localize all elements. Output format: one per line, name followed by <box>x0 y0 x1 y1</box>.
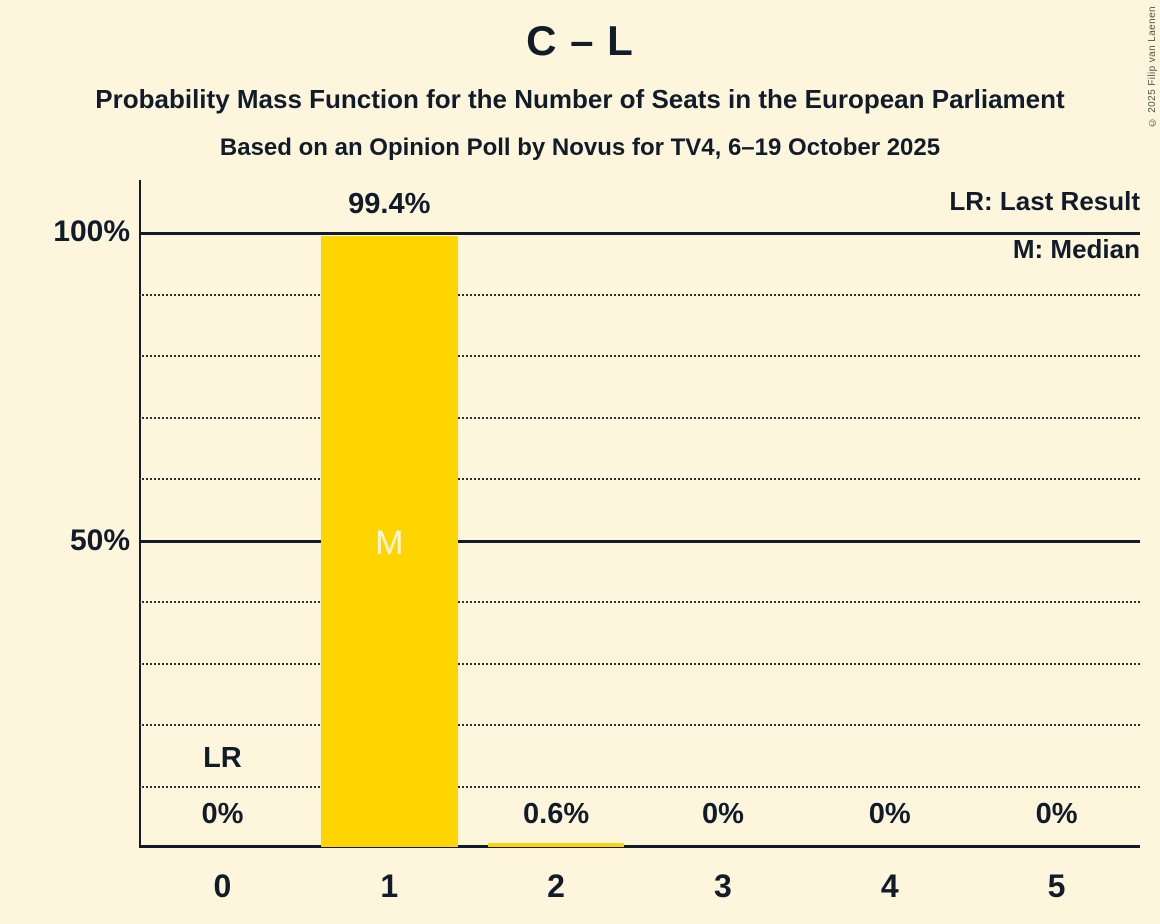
x-axis-line <box>139 845 1140 848</box>
chart-subtitle: Probability Mass Function for the Number… <box>95 84 1065 114</box>
gridline-10 <box>139 785 1140 788</box>
plot-area: M <box>139 232 1140 847</box>
gridline-70 <box>139 416 1140 419</box>
y-axis-line <box>139 180 141 848</box>
x-tick-label-0: 0 <box>213 868 232 904</box>
value-label-seat-3: 0% <box>701 798 744 830</box>
value-label-seat-2: 0.6% <box>523 798 590 830</box>
chart-title: C – L <box>526 17 634 64</box>
median-marker: M <box>375 524 404 563</box>
bar-seat-1[interactable]: M <box>320 235 458 847</box>
gridline-100 <box>139 232 1140 235</box>
chart-source-line: Based on an Opinion Poll by Novus for TV… <box>219 134 941 161</box>
gridline-40 <box>139 601 1140 603</box>
legend-last-result: LR: Last Result <box>949 186 1140 216</box>
gridline-90 <box>139 293 1140 296</box>
gridline-60 <box>139 478 1140 480</box>
value-label-seat-0: 0% <box>201 798 244 830</box>
value-label-seat-5: 0% <box>1035 798 1078 830</box>
gridline-20 <box>139 724 1140 726</box>
legend-median: M: Median <box>1012 234 1140 264</box>
value-label-seat-1: 99.4% <box>348 188 431 220</box>
x-tick-label-3: 3 <box>714 868 732 904</box>
last-result-marker: LR <box>203 742 242 774</box>
x-tick-label-1: 1 <box>380 868 399 904</box>
gridline-80 <box>139 355 1140 357</box>
x-tick-label-5: 5 <box>1047 868 1066 904</box>
gridline-30 <box>139 662 1140 665</box>
bar-seat-2[interactable] <box>487 843 625 847</box>
y-tick-label-100: 100% <box>53 215 130 248</box>
gridline-50 <box>139 539 1140 543</box>
y-tick-label-50: 50% <box>69 524 130 557</box>
copyright-notice: © 2025 Filip van Laenen <box>1147 6 1158 128</box>
x-tick-label-2: 2 <box>547 868 565 904</box>
value-label-seat-4: 0% <box>868 798 911 830</box>
x-tick-label-4: 4 <box>880 868 899 904</box>
